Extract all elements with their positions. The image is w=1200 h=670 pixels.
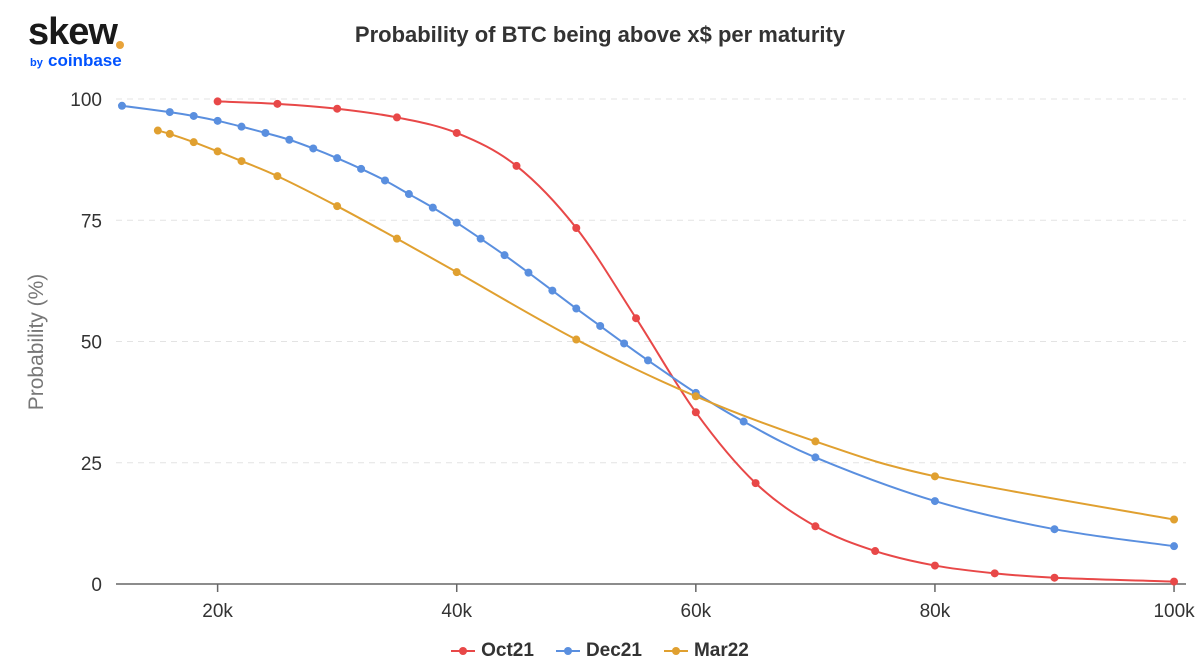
legend-swatch-icon	[663, 646, 688, 656]
data-point[interactable]	[380, 176, 389, 185]
data-point[interactable]	[333, 154, 342, 163]
series-dec21	[117, 101, 1179, 551]
data-point[interactable]	[273, 99, 282, 108]
data-point[interactable]	[237, 122, 246, 131]
line-chart: 0 25 50 75 100 20k 40k 60k 80k 100k Probability (…	[25, 90, 1195, 622]
series-line	[217, 100, 1175, 583]
data-point[interactable]	[213, 116, 222, 125]
data-point[interactable]	[117, 101, 126, 110]
logo-by-text: by	[30, 57, 43, 69]
y-tick-label: 25	[81, 454, 102, 475]
data-point[interactable]	[189, 138, 198, 147]
chart-title: Probability of BTC being above x$ per ma…	[354, 22, 846, 47]
data-point[interactable]	[500, 251, 509, 260]
legend-swatch-icon	[555, 646, 580, 656]
data-point[interactable]	[811, 453, 820, 462]
series-line	[157, 129, 1175, 521]
x-tick-label: 100k	[1153, 601, 1195, 622]
data-point[interactable]	[751, 479, 760, 488]
data-point[interactable]	[333, 104, 342, 113]
data-point[interactable]	[811, 437, 820, 446]
data-point[interactable]	[930, 472, 939, 481]
legend-item-mar22[interactable]: Mar22	[663, 640, 749, 662]
data-point[interactable]	[165, 129, 174, 138]
x-tick-label: 60k	[681, 601, 712, 622]
data-point[interactable]	[452, 128, 461, 137]
data-point[interactable]	[261, 128, 270, 137]
legend: Oct21 Dec21 Mar22	[0, 640, 1200, 662]
grid-lines	[116, 98, 1186, 464]
series-layer	[117, 97, 1179, 586]
data-point[interactable]	[1050, 525, 1059, 534]
logo-company: coinbase	[48, 51, 122, 70]
data-point[interactable]	[811, 522, 820, 531]
data-point[interactable]	[691, 392, 700, 401]
data-point[interactable]	[1170, 542, 1179, 551]
data-point[interactable]	[512, 161, 521, 170]
data-point[interactable]	[309, 144, 318, 153]
series-line	[121, 104, 1175, 548]
data-point[interactable]	[620, 339, 629, 348]
data-point[interactable]	[404, 190, 413, 199]
data-point[interactable]	[1170, 515, 1179, 524]
data-point[interactable]	[153, 126, 162, 135]
y-tick-label: 75	[81, 211, 102, 232]
legend-item-dec21[interactable]: Dec21	[555, 640, 642, 662]
data-point[interactable]	[428, 203, 437, 212]
data-point[interactable]	[524, 268, 533, 277]
data-point[interactable]	[1050, 573, 1059, 582]
data-point[interactable]	[572, 224, 581, 233]
data-point[interactable]	[273, 172, 282, 181]
data-point[interactable]	[930, 561, 939, 570]
logo-dot-icon	[116, 41, 124, 49]
y-tick-label: 0	[91, 575, 102, 596]
logo-wordmark: skew	[28, 11, 118, 53]
x-tick-label: 40k	[441, 601, 472, 622]
legend-label: Dec21	[585, 640, 642, 661]
data-point[interactable]	[1170, 577, 1179, 586]
skew-logo: skew by coinbase	[28, 10, 138, 70]
data-point[interactable]	[452, 268, 461, 277]
data-point[interactable]	[357, 164, 366, 173]
data-point[interactable]	[990, 569, 999, 578]
legend-label: Oct21	[481, 640, 534, 661]
y-tick-label: 50	[81, 333, 102, 354]
data-point[interactable]	[644, 356, 653, 365]
series-oct21	[213, 97, 1179, 586]
data-point[interactable]	[930, 497, 939, 506]
legend-swatch-icon	[451, 646, 476, 656]
data-point[interactable]	[165, 108, 174, 117]
data-point[interactable]	[392, 234, 401, 243]
data-point[interactable]	[739, 417, 748, 426]
x-tick-label: 20k	[202, 601, 233, 622]
data-point[interactable]	[596, 321, 605, 330]
series-mar22	[153, 126, 1179, 524]
data-point[interactable]	[871, 547, 880, 556]
data-point[interactable]	[691, 408, 700, 417]
data-point[interactable]	[572, 335, 581, 344]
legend-item-oct21[interactable]: Oct21	[451, 640, 534, 662]
data-point[interactable]	[476, 234, 485, 243]
x-tick-label: 80k	[920, 601, 951, 622]
y-tick-label: 100	[70, 90, 102, 111]
data-point[interactable]	[285, 135, 294, 144]
data-point[interactable]	[572, 304, 581, 313]
axes: 0 25 50 75 100 20k 40k 60k 80k 100k	[70, 90, 1195, 622]
data-point[interactable]	[213, 147, 222, 156]
data-point[interactable]	[213, 97, 222, 106]
data-point[interactable]	[189, 111, 198, 120]
y-axis-label: Probability (%)	[25, 274, 48, 411]
data-point[interactable]	[452, 218, 461, 227]
data-point[interactable]	[333, 202, 342, 211]
data-point[interactable]	[632, 314, 641, 323]
data-point[interactable]	[548, 286, 557, 295]
data-point[interactable]	[237, 157, 246, 166]
legend-label: Mar22	[693, 640, 749, 661]
data-point[interactable]	[392, 113, 401, 122]
